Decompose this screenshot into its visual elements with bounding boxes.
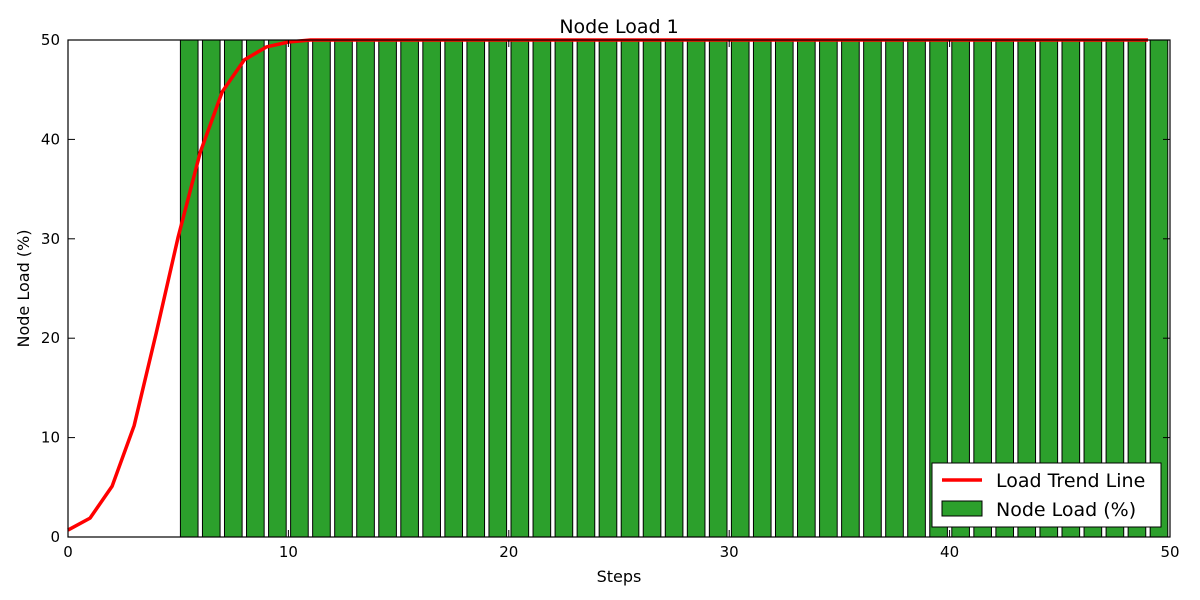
bar-step-21 xyxy=(532,39,552,538)
bar-step-30 xyxy=(730,39,750,538)
bar-step-15 xyxy=(400,39,419,538)
bar-step-5 xyxy=(179,39,199,538)
bar-step-7 xyxy=(223,39,243,538)
y-tick-label-20: 20 xyxy=(41,329,60,347)
bar-step-44 xyxy=(1039,39,1059,538)
bar-step-13 xyxy=(356,39,375,538)
bar-step-8 xyxy=(246,39,265,538)
axis-ticks: 0 10 20 30 40 50 0 10 20 30 40 50 xyxy=(41,31,1180,561)
bar-step-17 xyxy=(444,39,464,538)
y-tick-label-40: 40 xyxy=(41,130,60,148)
bar-step-6 xyxy=(201,39,221,538)
bar-step-46 xyxy=(1083,39,1103,538)
chart-title: Node Load 1 xyxy=(559,16,678,38)
x-tick-label-0: 0 xyxy=(63,543,73,561)
x-tick-label-40: 40 xyxy=(940,543,959,561)
bar-step-22 xyxy=(554,39,574,538)
legend: Load Trend Line Node Load (%) xyxy=(931,462,1162,528)
bar-step-24 xyxy=(598,39,618,538)
x-tick-label-50: 50 xyxy=(1160,543,1179,561)
bar-step-11 xyxy=(312,39,331,538)
x-tick-label-20: 20 xyxy=(499,543,518,561)
y-tick-label-50: 50 xyxy=(41,31,60,49)
bar-step-33 xyxy=(797,39,816,538)
bar-step-12 xyxy=(334,39,353,538)
bar-step-10 xyxy=(290,39,309,538)
bar-step-28 xyxy=(686,39,706,538)
legend-label-node-load: Node Load (%) xyxy=(996,499,1136,521)
bar-step-23 xyxy=(576,39,596,538)
bar-step-27 xyxy=(664,39,684,538)
bar-step-26 xyxy=(642,39,662,538)
bar-step-39 xyxy=(929,39,948,538)
bar-step-37 xyxy=(885,39,904,538)
bar-step-43 xyxy=(1017,39,1037,538)
bar-step-29 xyxy=(708,39,728,538)
bar-step-48 xyxy=(1127,39,1147,538)
bar-step-20 xyxy=(510,39,530,538)
y-axis-label: Node Load (%) xyxy=(14,230,33,348)
y-tick-label-0: 0 xyxy=(50,528,60,546)
bar-step-47 xyxy=(1105,39,1125,538)
y-tick-label-30: 30 xyxy=(41,230,60,248)
y-tick-label-10: 10 xyxy=(41,429,60,447)
bar-step-34 xyxy=(819,39,838,538)
plot-frame xyxy=(67,39,1171,538)
bar-step-14 xyxy=(378,39,397,538)
bar-step-16 xyxy=(422,39,441,538)
bar-step-38 xyxy=(907,39,926,538)
bar-step-32 xyxy=(774,39,794,538)
bars-layer xyxy=(179,39,1169,538)
bar-step-41 xyxy=(973,39,992,538)
bar-step-31 xyxy=(752,39,772,538)
x-tick-label-10: 10 xyxy=(279,543,298,561)
bar-step-9 xyxy=(268,39,287,538)
bar-step-19 xyxy=(488,39,508,538)
bar-step-18 xyxy=(466,39,486,538)
bar-step-45 xyxy=(1061,39,1081,538)
x-tick-label-30: 30 xyxy=(720,543,739,561)
bar-step-36 xyxy=(863,39,882,538)
bar-step-25 xyxy=(620,39,640,538)
bar-step-40 xyxy=(951,39,970,538)
bar-step-35 xyxy=(841,39,860,538)
plot-border xyxy=(67,39,1171,538)
legend-swatch-node-load xyxy=(941,500,983,517)
x-axis-label: Steps xyxy=(597,567,642,586)
legend-label-trend-line: Load Trend Line xyxy=(996,470,1145,492)
bar-step-42 xyxy=(995,39,1015,538)
bar-step-49 xyxy=(1149,39,1169,538)
